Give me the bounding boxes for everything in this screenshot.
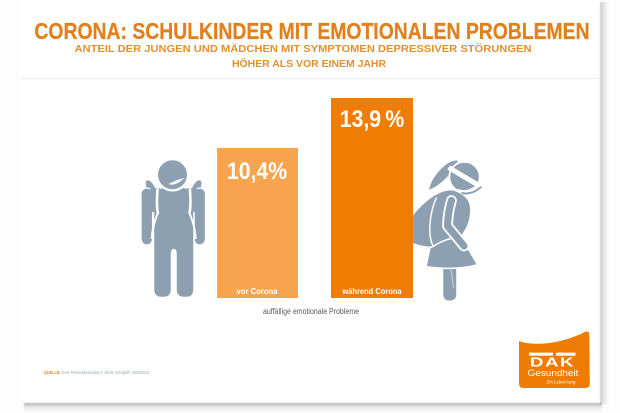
- svg-text:Ein Leben lang.: Ein Leben lang.: [547, 379, 577, 384]
- svg-text:Gesundheit: Gesundheit: [528, 368, 579, 379]
- svg-text:DAK: DAK: [530, 355, 575, 369]
